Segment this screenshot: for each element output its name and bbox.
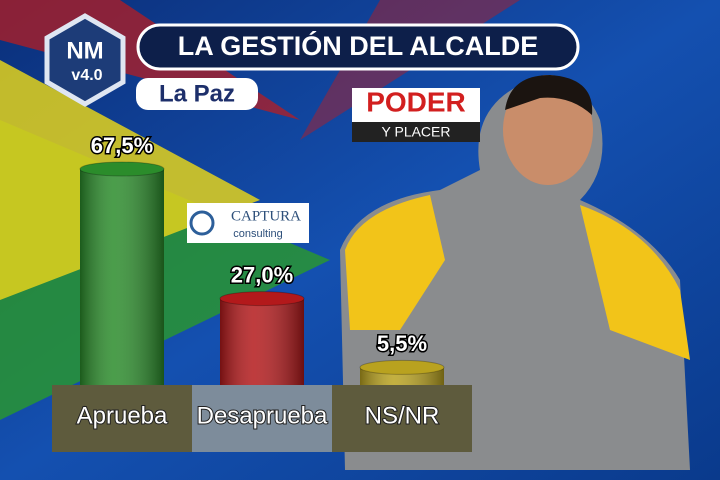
title-box [136,23,580,71]
bar-top [359,359,445,375]
value-label: 5,5% [377,331,427,356]
brand-text: Y PLACER [382,124,451,140]
pollster-icon [189,210,215,236]
pollster-logo [187,203,309,243]
pollster-text: consulting [233,228,283,240]
category-label: Aprueba [77,402,168,429]
subtitle-box [136,78,258,110]
jacket [580,205,690,360]
pollster-text: CAPTURA [231,208,301,224]
category-box [332,385,472,452]
category-label: NS/NR [365,402,440,429]
chart-subtitle: La Paz [159,80,235,107]
nm-version: v4.0 [71,67,102,84]
plot: Aprueba 67,5% Desaprueba 27,0% NS/NR 5,5% [52,131,472,452]
nm-logo-text: NM [66,37,103,64]
value-label: 27,0% [231,262,293,287]
value-label: 67,5% [91,133,153,158]
category-label: Desaprueba [197,402,328,429]
nm-logo [44,13,126,107]
chart-title: LA GESTIÓN DEL ALCALDE [178,30,539,61]
brand-text: PODER [366,86,466,117]
jacket [345,195,445,330]
hair [505,75,593,115]
bar-shading [80,169,164,385]
bar-shading [220,298,304,385]
category-box [192,385,332,452]
bar-top [219,291,305,307]
category-box [52,385,192,452]
brand-strip [352,122,480,142]
bar-top [79,161,165,177]
